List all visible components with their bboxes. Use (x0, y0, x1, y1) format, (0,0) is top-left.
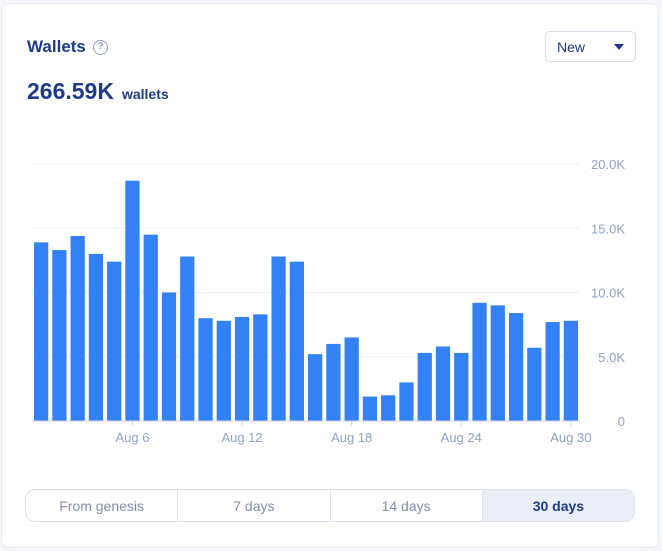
bar (435, 346, 451, 421)
x-tick-label: Aug 24 (441, 430, 482, 445)
time-range-selector: From genesis 7 days 14 days 30 days (25, 489, 635, 522)
bar (234, 316, 250, 421)
range-7-days[interactable]: 7 days (178, 490, 331, 521)
wallets-bar-chart: 0 5.0K 10.0K 15.0K 20.0K Aug 6 Aug 12 Aug 18 Aug… (32, 157, 625, 445)
total-value: 266.59K (27, 78, 114, 104)
x-tick-label: Aug 18 (331, 430, 372, 445)
bar (271, 256, 286, 421)
bar (289, 261, 304, 421)
bar (490, 305, 505, 421)
bar (527, 347, 542, 421)
bar (253, 314, 268, 421)
x-tick-label: Aug 12 (221, 430, 262, 445)
bar (143, 234, 158, 421)
y-tick-label: 15.0K (591, 221, 625, 236)
caret-down-icon (614, 43, 624, 50)
metric-select-label: New (557, 38, 586, 55)
bar (308, 354, 323, 421)
widget-title: Wallets (27, 37, 86, 56)
bar (545, 322, 560, 421)
x-tick-label: Aug 30 (550, 430, 591, 445)
bar (362, 396, 378, 421)
x-tick-label: Aug 6 (115, 430, 149, 445)
range-from-genesis[interactable]: From genesis (26, 490, 179, 521)
bar (563, 320, 578, 421)
bar (88, 253, 104, 421)
y-tick-label: 5.0K (598, 350, 625, 365)
bar (161, 292, 177, 421)
bar (125, 180, 140, 421)
range-14-days[interactable]: 14 days (331, 490, 483, 521)
bar (417, 352, 432, 421)
y-tick-label: 0 (618, 414, 625, 429)
bar (198, 318, 213, 421)
bar (454, 352, 469, 421)
bar (508, 313, 524, 421)
bar (399, 382, 414, 421)
bar (381, 395, 396, 421)
y-tick-label: 10.0K (591, 286, 625, 301)
bar (344, 337, 359, 421)
bar (472, 302, 487, 421)
total-unit: wallets (121, 86, 169, 102)
range-30-days[interactable]: 30 days (482, 490, 634, 521)
bar (326, 343, 341, 421)
bar (70, 235, 85, 421)
bar (180, 256, 195, 421)
question-circle-icon[interactable]: ? (92, 39, 108, 55)
title-row: Wallets ? (27, 37, 108, 57)
y-tick-label: 20.0K (591, 157, 625, 172)
bar (34, 242, 49, 421)
metric-select[interactable]: New (545, 31, 636, 62)
bar (107, 261, 122, 421)
bar (52, 250, 67, 421)
total: 266.59K wallets (27, 78, 169, 105)
bar (216, 320, 231, 421)
